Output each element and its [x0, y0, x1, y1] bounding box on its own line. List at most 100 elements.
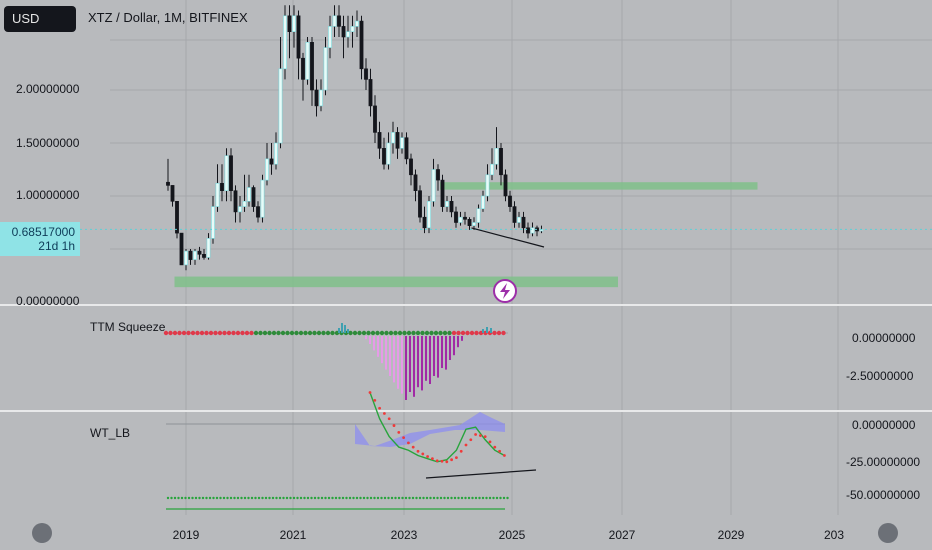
squeeze-dot [168, 330, 173, 336]
wt-baseline-dot [394, 496, 397, 500]
candle-body [490, 163, 494, 176]
ttm-squeeze-label[interactable]: TTM Squeeze [90, 320, 166, 334]
ttm-squeeze-pane [163, 323, 508, 400]
currency-badge[interactable]: USD [4, 6, 76, 32]
wt-lb-label[interactable]: WT_LB [90, 426, 131, 440]
wt-baseline-dot [296, 496, 299, 500]
squeeze-dot [186, 330, 191, 336]
scroll-left-handle[interactable] [32, 523, 52, 543]
wt-baseline-dot [282, 496, 285, 500]
candle-body [409, 158, 413, 176]
scroll-right-handle[interactable] [878, 523, 898, 543]
squeeze-dot [195, 330, 200, 336]
candle-body [418, 190, 422, 218]
squeeze-dot [415, 330, 421, 336]
wt-baseline-dot [166, 496, 170, 500]
squeeze-histogram-bar [409, 336, 411, 392]
wt-baseline-dot [173, 496, 177, 500]
squeeze-dot [172, 330, 178, 336]
wt-baseline-dot [306, 496, 310, 500]
squeeze-dot [208, 330, 214, 336]
candle-body [404, 137, 409, 160]
squeeze-dot [420, 330, 425, 336]
candle-body [238, 206, 242, 213]
squeeze-histogram-bar [417, 336, 419, 388]
wt-red-dot [498, 449, 501, 453]
candle-body [359, 20, 364, 70]
candle-body [328, 26, 332, 48]
squeeze-histogram-bar [449, 336, 451, 360]
candle-body [463, 216, 467, 220]
squeeze-histogram-bar [421, 336, 423, 391]
squeeze-histogram-bar [393, 336, 395, 383]
wt-red-dot [488, 440, 492, 444]
squeeze-dot [298, 330, 304, 336]
price-axis-label: 1.50000000 [16, 136, 80, 150]
wt-baseline-dot [443, 496, 446, 500]
candle-body [283, 15, 287, 70]
candle-body [485, 174, 490, 197]
squeeze-histogram-bar [385, 336, 387, 370]
wt-baseline-dot [285, 496, 289, 500]
wt-baseline-dot [422, 496, 425, 500]
candle-body [323, 47, 328, 91]
candle-body [427, 201, 431, 229]
wt-baseline-dot [338, 496, 341, 500]
candle-body [206, 238, 211, 258]
wt-red-dot [426, 455, 429, 458]
candle-body [229, 155, 233, 192]
wt-baseline-dot [187, 496, 191, 500]
wt-baseline-dot [313, 496, 317, 500]
squeeze-dot [438, 330, 443, 336]
squeeze-dot [285, 330, 290, 336]
wt-baseline-dot [478, 496, 481, 500]
wt-baseline-dot [436, 496, 439, 500]
wt-baseline-dot [369, 496, 373, 500]
wt-baseline-dot [243, 496, 247, 500]
candle-body [364, 68, 368, 80]
lightning-bolt-icon[interactable] [493, 279, 517, 303]
candle-body [472, 222, 476, 226]
wt-baseline-dot [212, 496, 215, 500]
candle-body [382, 148, 386, 165]
wt-baseline-dot [247, 496, 250, 500]
squeeze-bar-positive [490, 328, 492, 333]
squeeze-dot [177, 330, 182, 336]
candle-body [211, 206, 215, 239]
price-axis-label: 2.00000000 [16, 82, 80, 96]
wt-baseline-dot [198, 496, 201, 500]
candle-body [454, 211, 458, 223]
wt-baseline-dot [390, 496, 394, 500]
candle-body [215, 182, 220, 207]
wt-red-dot [450, 458, 453, 462]
candle-body [292, 15, 296, 32]
wt-baseline-dot [373, 496, 376, 500]
wt-baseline-dot [471, 496, 474, 500]
wt-baseline-dot [415, 496, 418, 500]
wt-baseline-dot [310, 496, 313, 500]
squeeze-dot [411, 330, 416, 336]
squeeze-dot [361, 330, 367, 336]
wt-baseline-dot [303, 496, 306, 500]
squeeze-dot [352, 330, 358, 336]
support-trendline [471, 227, 545, 248]
grid-lines [110, 0, 932, 515]
squeeze-dot [316, 330, 322, 336]
wt-red-dot [402, 436, 405, 440]
candle-body [521, 216, 526, 229]
candle-body [233, 190, 238, 213]
wt-red-dot [378, 406, 381, 410]
wt-baseline-dot [380, 496, 383, 500]
candle-body [341, 26, 346, 38]
squeeze-dot [433, 330, 439, 336]
squeeze-histogram-bar [437, 336, 439, 378]
wt-red-dot [503, 454, 506, 457]
wt-baseline-dot [201, 496, 205, 500]
wt-red-dot [411, 445, 415, 449]
candle-body [445, 201, 449, 207]
wt-baseline-dot [229, 496, 233, 500]
wt-trendline [425, 469, 537, 479]
wt-baseline-dot [495, 496, 499, 500]
